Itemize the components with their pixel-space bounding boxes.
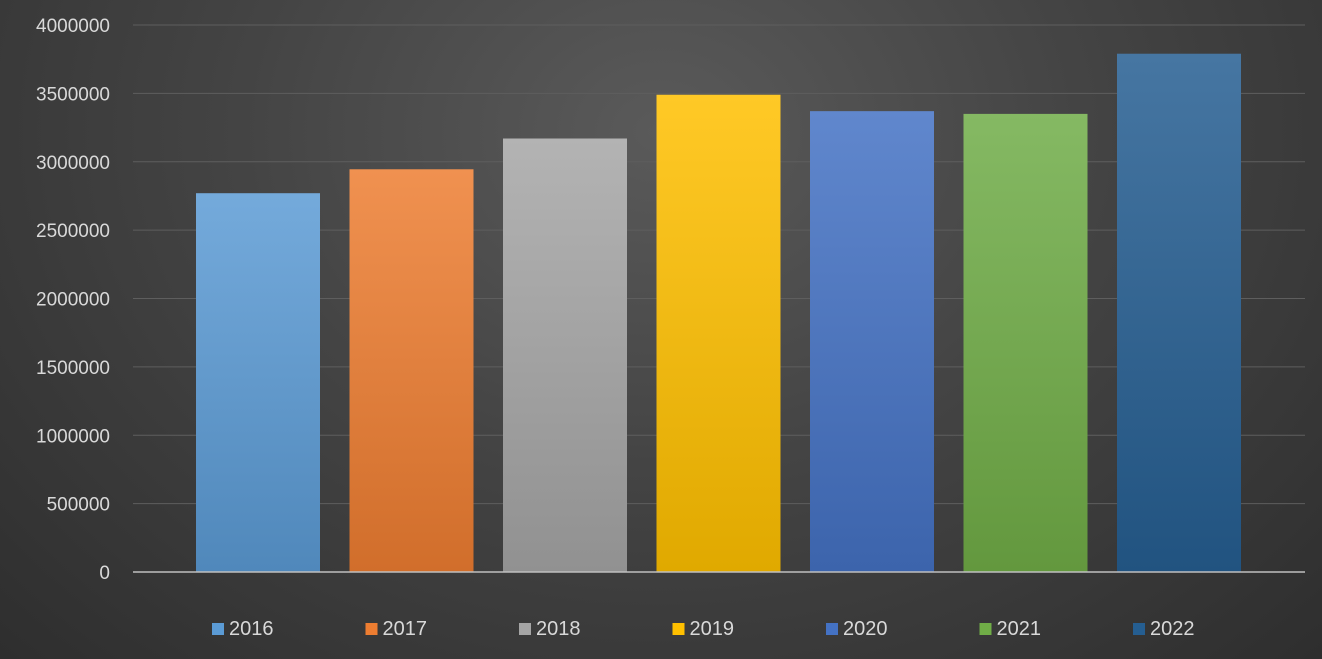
- y-tick-label: 3000000: [36, 153, 110, 174]
- bar-2021: [963, 113, 1088, 572]
- legend-swatch-2017: [365, 623, 378, 635]
- y-axis-ticks: 0 500000 1000000 1500000 2000000 2500000 30000…: [36, 16, 110, 584]
- y-tick-label: 500000: [47, 495, 110, 516]
- bar-2019: [656, 94, 781, 573]
- legend-swatch-2022: [1133, 623, 1145, 635]
- legend-label-2021: 2021: [997, 618, 1042, 640]
- y-tick-label: 0: [99, 563, 110, 584]
- y-tick-label: 1500000: [36, 358, 110, 379]
- legend-label-2016: 2016: [229, 618, 274, 640]
- legend-label-2020: 2020: [843, 618, 888, 640]
- y-tick-label: 4000000: [36, 16, 110, 37]
- y-tick-label: 3500000: [36, 84, 110, 105]
- legend-swatch-2018: [519, 623, 531, 635]
- bar-2016: [196, 193, 320, 572]
- legend-swatch-2021: [979, 623, 992, 635]
- legend-swatch-2019: [672, 623, 685, 635]
- bar-2020: [810, 111, 934, 572]
- legend-label-2019: 2019: [690, 618, 735, 640]
- y-tick-label: 2500000: [36, 221, 110, 242]
- legend-swatch-2016: [212, 623, 224, 635]
- y-tick-label: 1000000: [36, 426, 110, 447]
- bar-2017: [349, 169, 474, 573]
- legend-label-2022: 2022: [1150, 618, 1195, 640]
- bars: [196, 53, 1241, 573]
- legend-swatch-2020: [826, 623, 838, 635]
- legend-label-2017: 2017: [383, 618, 428, 640]
- legend: 2016 2017 2018 2019 2020 2021 2022: [212, 618, 1195, 640]
- bar-2022: [1117, 53, 1241, 572]
- bar-2018: [503, 138, 627, 572]
- y-tick-label: 2000000: [36, 290, 110, 311]
- legend-label-2018: 2018: [536, 618, 581, 640]
